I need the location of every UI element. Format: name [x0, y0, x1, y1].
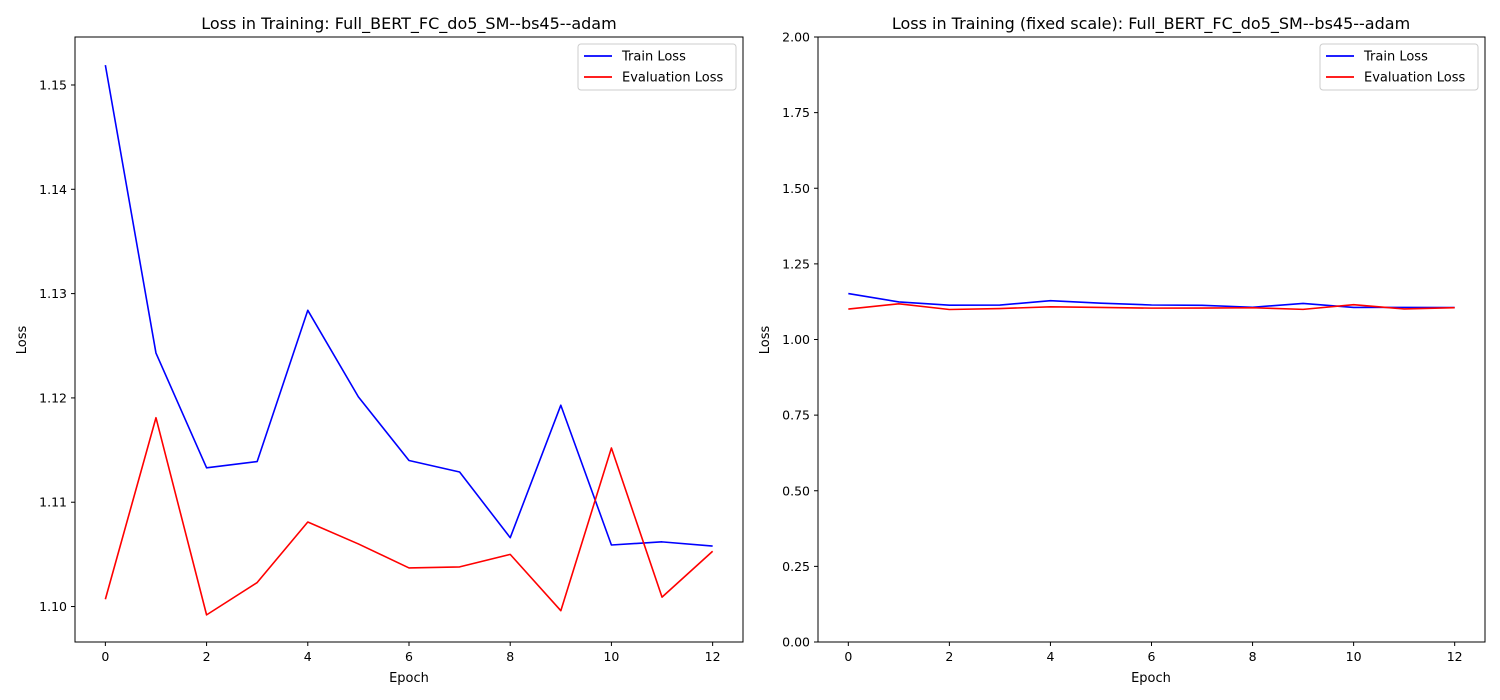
y-tick-label: 2.00 — [782, 30, 810, 45]
y-axis-label: Loss — [758, 326, 773, 355]
y-tick-label: 0.25 — [782, 559, 810, 574]
x-tick-label: 2 — [945, 649, 953, 664]
x-tick-label: 0 — [844, 649, 852, 664]
legend-label: Train Loss — [621, 50, 686, 65]
series-lines — [104, 65, 714, 616]
x-tick-label: 8 — [506, 649, 514, 664]
series-line-1 — [104, 416, 714, 616]
x-tick-label: 4 — [304, 649, 312, 664]
y-tick-label: 1.12 — [39, 390, 67, 405]
y-tick-label: 1.13 — [39, 286, 67, 301]
series-line-0 — [848, 292, 1455, 309]
y-tick-label: 1.75 — [782, 105, 810, 120]
y-tick-label: 1.00 — [782, 332, 810, 347]
x-tick-label: 2 — [203, 649, 211, 664]
series-line-1 — [848, 302, 1455, 311]
y-tick-label: 1.11 — [39, 495, 67, 510]
chart-panel-fixed-scale: 0 2 4 6 8 10 12 0.00 0.25 0.50 0.75 1.00 1.25 1.50 1.… — [758, 14, 1486, 686]
x-axis-ticks: 0 2 4 6 8 10 12 — [101, 642, 721, 664]
x-axis-ticks: 0 2 4 6 8 10 12 — [844, 642, 1463, 664]
y-tick-label: 1.50 — [782, 181, 810, 196]
y-axis-label: Loss — [15, 326, 30, 355]
x-tick-label: 8 — [1249, 649, 1257, 664]
legend-box — [577, 43, 737, 91]
legend: Train Loss Evaluation Loss — [577, 43, 737, 91]
x-axis-label: Epoch — [389, 671, 429, 686]
x-tick-label: 6 — [405, 649, 413, 664]
y-tick-label: 1.15 — [39, 77, 67, 92]
y-tick-label: 1.14 — [39, 182, 67, 197]
plot-area — [75, 37, 743, 642]
y-tick-label: 0.00 — [782, 635, 810, 650]
legend-label: Evaluation Loss — [622, 71, 723, 86]
series-lines — [848, 292, 1455, 311]
y-tick-label: 0.50 — [782, 483, 810, 498]
x-tick-label: 10 — [603, 649, 619, 664]
chart-title: Loss in Training: Full_BERT_FC_do5_SM--b… — [201, 14, 616, 34]
y-tick-label: 0.75 — [782, 408, 810, 423]
plot-area — [818, 37, 1485, 642]
x-tick-label: 4 — [1046, 649, 1054, 664]
legend: Train Loss Evaluation Loss — [1319, 43, 1479, 91]
x-tick-label: 10 — [1346, 649, 1362, 664]
x-tick-label: 12 — [1447, 649, 1463, 664]
y-tick-label: 1.25 — [782, 256, 810, 271]
legend-label: Train Loss — [1363, 50, 1428, 65]
chart-panel-raw-scale: 0 2 4 6 8 10 12 1.10 1.11 1.12 1.13 1.14 1.15 Loss … — [15, 14, 744, 686]
chart-title: Loss in Training (fixed scale): Full_BER… — [892, 14, 1410, 34]
x-tick-label: 6 — [1148, 649, 1156, 664]
legend-box — [1319, 43, 1479, 91]
x-axis-label: Epoch — [1131, 671, 1171, 686]
legend-label: Evaluation Loss — [1364, 71, 1465, 86]
series-line-0 — [104, 65, 713, 547]
x-tick-label: 0 — [101, 649, 109, 664]
x-tick-label: 12 — [705, 649, 721, 664]
y-tick-label: 1.10 — [39, 599, 67, 614]
y-axis-ticks: 0.00 0.25 0.50 0.75 1.00 1.25 1.50 1.75 2.00 — [782, 30, 818, 650]
y-axis-ticks: 1.10 1.11 1.12 1.13 1.14 1.15 — [39, 77, 75, 614]
